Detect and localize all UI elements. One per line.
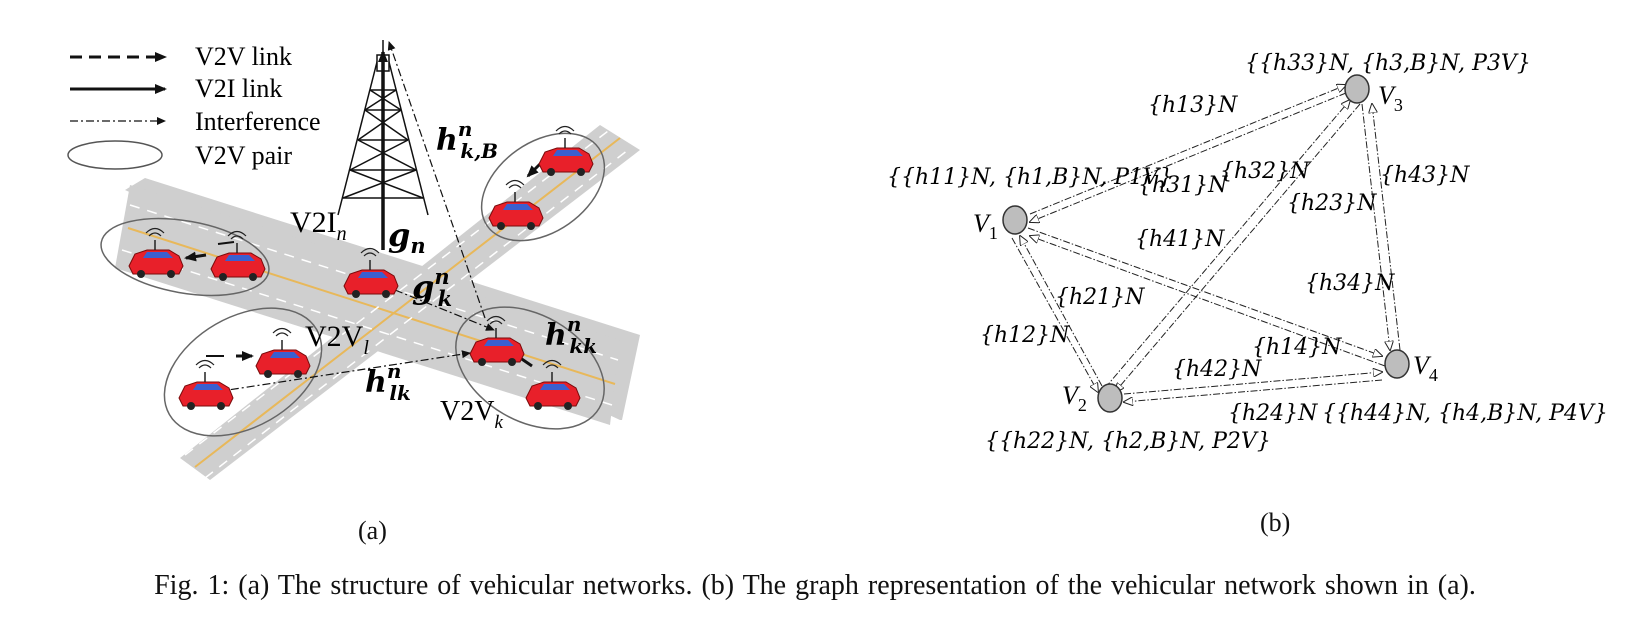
node-attr-label-v1: {{h11}N, {h1,B}N, P1V} [887,165,1173,190]
node-attr-label-v2: {{h22}N, {h2,B}N, P2V} [985,429,1271,454]
g-n-label: gn [388,216,426,258]
edge-label-h34: {h34}N [1305,271,1395,296]
edge-label-h32: {h32}N [1220,159,1310,184]
legend-v2v-pair-symbol [67,140,163,170]
h-kB-label: hn k,B [436,117,498,163]
h-kk-label: hn kk [545,312,597,358]
graph-edges [1011,85,1401,402]
edge-label-h23: {h23}N [1287,191,1377,216]
g-k-n-label: gn k [412,264,452,311]
edge-labels: {h13}N {h31}N {h32}N {h23}N {h43}N {h41}… [980,93,1470,426]
legend-v2v-link-label: V2V link [195,42,292,71]
edge-label-h14: {h14}N [1252,335,1342,360]
v2v-pair-ellipse-left [100,217,270,297]
subfigure-a-label: (a) [358,516,387,545]
interference-h-kB-arrow [387,41,486,319]
h-lk-label: hn lk [365,359,411,405]
graph-node-v4 [1384,349,1410,379]
node-label-v1: V1 [973,209,998,243]
v2v-l-label: V2Vl [305,320,369,359]
links [184,41,548,393]
graph-node-v2 [1097,383,1123,413]
v2i-n-label: V2In [290,206,347,245]
car-icon [255,327,311,379]
legend-v2i-link-label: V2I link [195,74,282,103]
edge-label-h21: {h21}N [1055,285,1145,310]
node-label-v2: V2 [1062,381,1087,415]
node-label-v4: V4 [1413,351,1438,385]
interference-g-k-arrow [394,289,495,331]
panel-b: V1 V2 V3 V4 {h13}N {h31}N {h32}N {h23}N … [887,51,1608,454]
car-icon [178,359,234,411]
v2v-pair-ellipse-v2vl [163,307,323,437]
edge-label-h41: {h41}N [1135,227,1225,252]
legend-v2v-pair-label: V2V pair [195,141,292,170]
figure-caption: Fig. 1: (a) The structure of vehicular n… [154,570,1476,601]
graph-node-v1 [1002,205,1028,235]
legend: V2V link V2I link Interference V2V pair [67,42,321,170]
panel-a: V2V link V2I link Interference V2V pair [67,40,640,480]
road-network [115,125,640,480]
legend-interference-label: Interference [195,107,321,136]
node-attr-label-v4: {{h44}N, {h4,B}N, P4V} [1322,401,1608,426]
v2v-k-label: V2Vk [440,396,503,433]
v2v-pair-ellipse-v2vk [455,306,605,430]
v2v-link-arrow-left [184,251,207,262]
graph-nodes [1002,74,1410,413]
edge-label-h43: {h43}N [1380,163,1470,188]
interference-h-lk-arrow [214,350,471,393]
edge-label-h31: {h31}N [1138,173,1228,198]
node-attr-label-v3: {{h33}N, {h3,B}N, P3V} [1245,51,1531,76]
edge-label-h12: {h12}N [980,323,1070,348]
node-label-v3: V3 [1378,81,1403,115]
v2v-pair-ellipse-top-right [480,132,606,242]
edge-label-h13: {h13}N [1148,93,1238,118]
node-attribute-labels: {{h11}N, {h1,B}N, P1V} {{h22}N, {h2,B}N,… [887,51,1608,454]
edge-label-h24: {h24}N [1228,401,1318,426]
subfigure-b-label: (b) [1260,508,1291,537]
edge-label-h42: {h42}N [1172,357,1262,382]
graph-node-v3 [1344,74,1370,104]
